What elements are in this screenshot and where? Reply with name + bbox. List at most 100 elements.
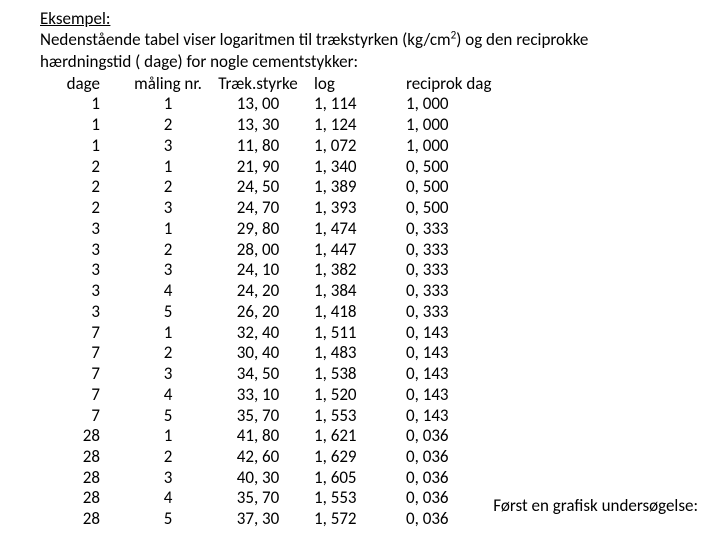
footnote: Først en grafisk undersøgelse: [493,495,698,516]
cell: 2 [40,198,128,219]
cell: 13, 30 [208,115,308,136]
cell: 1 [128,94,208,115]
cell: 0, 500 [384,198,506,219]
cell: 7 [40,323,128,344]
cell: 1 [40,115,128,136]
table-row: 3228, 001, 4470, 333 [40,240,506,261]
cell: 1, 572 [308,509,384,530]
cell: 0, 333 [384,219,506,240]
cell: 5 [128,302,208,323]
cell: 4 [128,385,208,406]
cell: 0, 333 [384,240,506,261]
col-header-reciprok: reciprok dag [384,74,506,95]
cell: 1, 072 [308,136,384,157]
cell: 28 [40,447,128,468]
table-row: 28537, 301, 5720, 036 [40,509,506,530]
cell: 1, 000 [384,115,506,136]
cell: 28 [40,488,128,509]
cell: 0, 143 [384,385,506,406]
cell: 35, 70 [208,488,308,509]
cell: 0, 333 [384,302,506,323]
cell: 35, 70 [208,406,308,427]
cell: 5 [128,509,208,530]
cell: 0, 036 [384,509,506,530]
table-row: 3129, 801, 4740, 333 [40,219,506,240]
cell: 3 [128,364,208,385]
cell: 3 [40,281,128,302]
cell: 0, 143 [384,343,506,364]
cell: 4 [128,281,208,302]
cell: 42, 60 [208,447,308,468]
cell: 34, 50 [208,364,308,385]
intro-line2: hærdningstid ( dage) for nogle cementsty… [40,51,358,72]
cell: 28 [40,426,128,447]
cell: 32, 40 [208,323,308,344]
cell: 3 [128,468,208,489]
cell: 0, 036 [384,468,506,489]
cell: 2 [128,343,208,364]
cell: 5 [128,406,208,427]
cell: 1, 447 [308,240,384,261]
cell: 1, 520 [308,385,384,406]
col-header-maaling: måling nr. [128,74,208,95]
table-header-row: dage måling nr. Træk.styrke log reciprok… [40,74,506,95]
cell: 1, 384 [308,281,384,302]
cell: 0, 036 [384,426,506,447]
cell: 7 [40,385,128,406]
cell: 1, 389 [308,177,384,198]
cell: 1, 382 [308,260,384,281]
table-row: 2224, 501, 3890, 500 [40,177,506,198]
table-row: 2324, 701, 3930, 500 [40,198,506,219]
cell: 1, 483 [308,343,384,364]
cell: 13, 00 [208,94,308,115]
table-row: 1311, 801, 0721, 000 [40,136,506,157]
table-row: 28435, 701, 5530, 036 [40,488,506,509]
cell: 1, 000 [384,94,506,115]
cell: 2 [128,240,208,261]
cell: 28, 00 [208,240,308,261]
cell: 2 [128,447,208,468]
cell: 1 [40,136,128,157]
intro-part2: ) og den reciprokke [456,29,588,50]
table-row: 3324, 101, 3820, 333 [40,260,506,281]
cell: 24, 70 [208,198,308,219]
cell: 11, 80 [208,136,308,157]
table-row: 28141, 801, 6210, 036 [40,426,506,447]
cell: 2 [40,177,128,198]
data-table: dage måling nr. Træk.styrke log reciprok… [40,74,506,530]
cell: 7 [40,364,128,385]
cell: 0, 143 [384,364,506,385]
cell: 1, 000 [384,136,506,157]
cell: 1, 605 [308,468,384,489]
table-row: 7230, 401, 4830, 143 [40,343,506,364]
table-row: 3526, 201, 4180, 333 [40,302,506,323]
cell: 33, 10 [208,385,308,406]
table-row: 3424, 201, 3840, 333 [40,281,506,302]
cell: 1 [128,157,208,178]
cell: 1, 340 [308,157,384,178]
cell: 0, 333 [384,281,506,302]
cell: 0, 036 [384,488,506,509]
cell: 0, 036 [384,447,506,468]
cell: 2 [128,115,208,136]
cell: 1, 629 [308,447,384,468]
table-row: 7535, 701, 5530, 143 [40,406,506,427]
table-row: 7334, 501, 5380, 143 [40,364,506,385]
cell: 1, 418 [308,302,384,323]
table-row: 7433, 101, 5200, 143 [40,385,506,406]
cell: 1, 393 [308,198,384,219]
cell: 24, 10 [208,260,308,281]
cell: 1, 553 [308,488,384,509]
col-header-log: log [308,74,384,95]
table-row: 1113, 001, 1141, 000 [40,94,506,115]
cell: 29, 80 [208,219,308,240]
cell: 3 [128,136,208,157]
cell: 4 [128,488,208,509]
cell: 1, 553 [308,406,384,427]
cell: 1 [40,94,128,115]
cell: 0, 333 [384,260,506,281]
cell: 30, 40 [208,343,308,364]
cell: 3 [40,260,128,281]
cell: 1, 621 [308,426,384,447]
table-row: 2121, 901, 3400, 500 [40,157,506,178]
